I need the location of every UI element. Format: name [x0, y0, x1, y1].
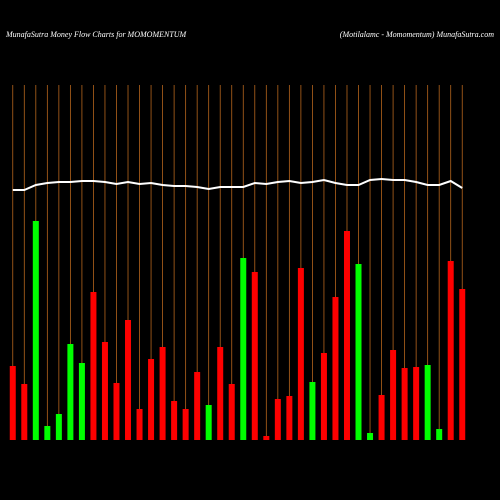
bar — [401, 368, 408, 440]
bar — [355, 264, 362, 440]
bar — [447, 261, 454, 440]
bar — [182, 409, 189, 440]
bar — [21, 384, 28, 440]
bar — [194, 372, 201, 440]
bar — [171, 401, 178, 440]
bar — [378, 395, 385, 440]
bar — [55, 414, 62, 440]
bar — [159, 347, 166, 440]
bar — [9, 366, 16, 440]
bar — [205, 405, 212, 440]
bar — [228, 384, 235, 440]
bar — [125, 320, 132, 440]
bar — [343, 231, 350, 440]
chart-subtitle: (Motilalamc - Momomentum) MunafaSutra.co… — [340, 30, 494, 39]
money-flow-line — [12, 177, 463, 191]
bar — [113, 383, 120, 440]
bar — [424, 365, 431, 440]
bar — [101, 342, 108, 440]
chart-title: MunafaSutra Money Flow Charts for MOMOME… — [5, 30, 188, 39]
bar — [136, 409, 143, 440]
bar — [332, 297, 339, 440]
bar — [251, 272, 258, 440]
bar — [67, 344, 74, 440]
bar — [240, 258, 247, 440]
bar — [297, 268, 304, 440]
bar — [309, 382, 316, 440]
bar — [32, 221, 39, 440]
bar — [44, 426, 51, 440]
bar — [436, 429, 443, 440]
bar — [286, 396, 293, 440]
bar — [274, 399, 281, 440]
bar — [217, 347, 224, 440]
bar — [367, 433, 374, 440]
bar — [90, 292, 97, 440]
bar — [413, 367, 420, 440]
bar — [459, 289, 466, 440]
bar — [148, 359, 155, 440]
bar — [320, 353, 327, 440]
bar — [390, 350, 397, 440]
bar — [263, 436, 270, 440]
bar — [78, 363, 85, 440]
